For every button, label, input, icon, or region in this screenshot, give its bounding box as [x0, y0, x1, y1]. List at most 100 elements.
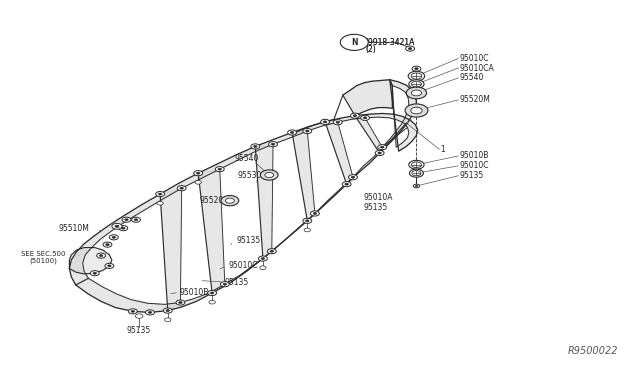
Circle shape — [90, 271, 99, 276]
Polygon shape — [160, 188, 182, 311]
Polygon shape — [198, 169, 225, 293]
Circle shape — [215, 167, 224, 172]
Text: 09918-3421A: 09918-3421A — [363, 38, 415, 47]
Circle shape — [125, 219, 128, 221]
Text: 95520M: 95520M — [460, 95, 490, 105]
Circle shape — [291, 131, 294, 134]
Polygon shape — [292, 131, 315, 221]
Circle shape — [157, 201, 163, 205]
Polygon shape — [355, 116, 382, 153]
Text: 95135: 95135 — [127, 326, 151, 335]
Circle shape — [406, 87, 427, 99]
Circle shape — [211, 292, 214, 294]
Circle shape — [218, 168, 221, 170]
Circle shape — [305, 130, 309, 132]
Circle shape — [310, 211, 319, 216]
Circle shape — [304, 228, 310, 232]
Circle shape — [409, 160, 424, 169]
Circle shape — [406, 46, 415, 51]
Circle shape — [148, 311, 152, 314]
Text: 95135: 95135 — [460, 171, 484, 180]
Circle shape — [194, 171, 203, 176]
Circle shape — [340, 34, 368, 51]
Circle shape — [336, 121, 340, 123]
Text: 1: 1 — [440, 145, 445, 154]
Text: 09918-3421A: 09918-3421A — [363, 38, 415, 47]
Text: 95010A: 95010A — [363, 193, 393, 202]
Circle shape — [313, 212, 317, 215]
Circle shape — [176, 300, 185, 305]
Circle shape — [112, 236, 116, 238]
Text: R9500022: R9500022 — [568, 346, 618, 356]
Circle shape — [268, 248, 276, 254]
Circle shape — [333, 120, 342, 125]
Text: SEE SEC.500: SEE SEC.500 — [20, 251, 65, 257]
Circle shape — [260, 266, 266, 270]
Text: 95010B: 95010B — [179, 288, 209, 297]
Circle shape — [412, 90, 422, 96]
Circle shape — [209, 300, 215, 304]
Circle shape — [136, 314, 143, 318]
Polygon shape — [76, 80, 417, 312]
Circle shape — [195, 180, 202, 184]
Circle shape — [364, 117, 367, 119]
Polygon shape — [69, 247, 112, 274]
Text: 95010B: 95010B — [460, 151, 489, 160]
Circle shape — [112, 223, 122, 229]
Circle shape — [99, 254, 103, 257]
Circle shape — [131, 310, 134, 312]
Circle shape — [409, 80, 424, 89]
Text: 95135: 95135 — [363, 203, 387, 212]
Circle shape — [134, 219, 138, 221]
Circle shape — [221, 196, 239, 206]
Circle shape — [109, 235, 118, 240]
Circle shape — [269, 142, 278, 147]
Polygon shape — [343, 80, 392, 116]
Text: (2): (2) — [365, 45, 376, 54]
Text: 95135: 95135 — [225, 278, 249, 286]
Circle shape — [415, 185, 418, 187]
Text: 95010CA: 95010CA — [460, 64, 494, 73]
Circle shape — [260, 170, 278, 180]
Circle shape — [270, 250, 273, 252]
Text: 95010C: 95010C — [460, 54, 489, 63]
Circle shape — [106, 244, 109, 246]
Circle shape — [265, 173, 274, 177]
Circle shape — [303, 218, 312, 223]
Text: (50100): (50100) — [29, 258, 58, 264]
Circle shape — [253, 145, 257, 147]
Text: 95540: 95540 — [460, 73, 484, 83]
Text: 95010C: 95010C — [460, 161, 489, 170]
Circle shape — [412, 66, 421, 71]
Circle shape — [93, 272, 97, 274]
Circle shape — [196, 172, 200, 174]
Circle shape — [115, 225, 119, 228]
Circle shape — [323, 121, 327, 123]
Circle shape — [129, 309, 137, 314]
Polygon shape — [255, 144, 273, 259]
Polygon shape — [325, 122, 353, 184]
Circle shape — [405, 104, 428, 117]
Circle shape — [345, 183, 348, 185]
Circle shape — [411, 107, 422, 114]
Text: 95135: 95135 — [236, 236, 260, 245]
Circle shape — [378, 145, 387, 150]
Circle shape — [105, 263, 114, 269]
Text: 95520M: 95520M — [200, 196, 230, 205]
Circle shape — [321, 119, 330, 125]
Circle shape — [145, 310, 154, 315]
Circle shape — [180, 187, 184, 189]
Circle shape — [261, 257, 265, 260]
Circle shape — [303, 128, 312, 134]
Polygon shape — [69, 80, 418, 285]
Circle shape — [103, 242, 112, 247]
Circle shape — [166, 310, 170, 312]
Circle shape — [351, 176, 355, 178]
Circle shape — [158, 193, 162, 195]
Text: (2): (2) — [365, 45, 376, 54]
Circle shape — [119, 225, 128, 231]
Circle shape — [360, 115, 369, 121]
Circle shape — [97, 253, 106, 258]
Circle shape — [342, 182, 351, 187]
Circle shape — [271, 143, 275, 145]
